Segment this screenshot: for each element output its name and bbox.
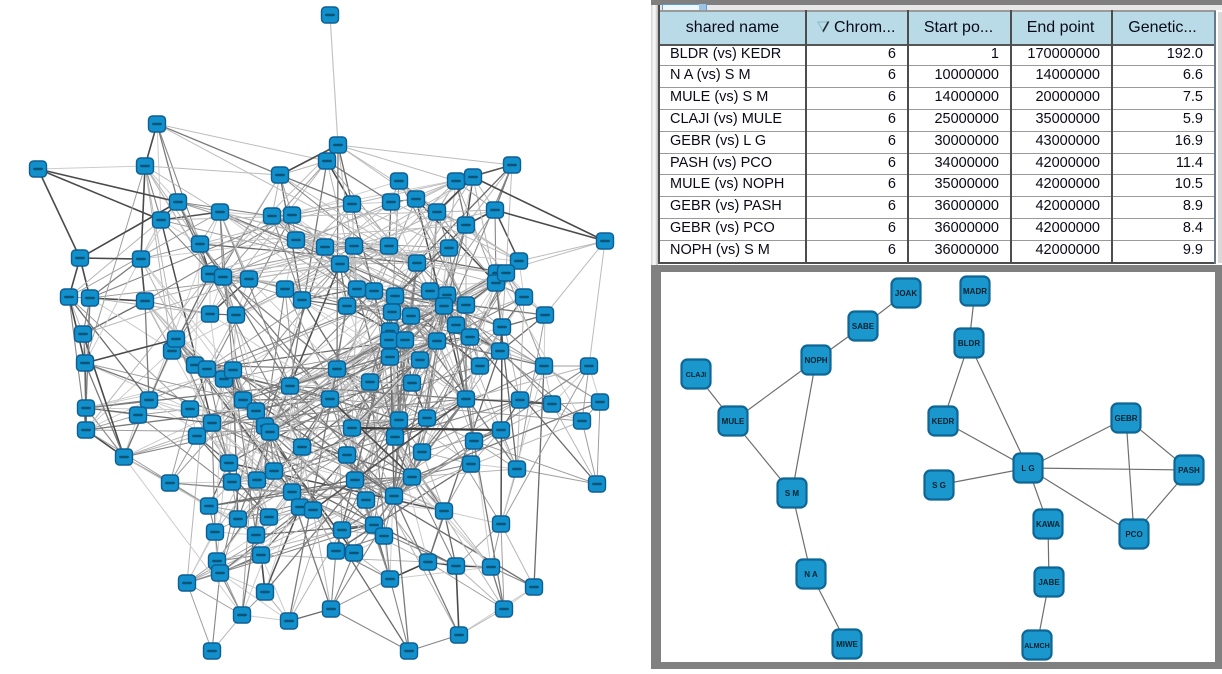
svg-text:SABE: SABE bbox=[852, 322, 875, 331]
svg-text:ALMCH: ALMCH bbox=[1024, 642, 1050, 650]
svg-text:PCO: PCO bbox=[1125, 530, 1142, 539]
svg-text:N A: N A bbox=[804, 570, 818, 579]
svg-text:MIWE: MIWE bbox=[836, 640, 858, 649]
svg-text:S M: S M bbox=[785, 489, 800, 498]
svg-text:NOPH: NOPH bbox=[804, 356, 827, 365]
svg-text:KEDR: KEDR bbox=[932, 417, 955, 426]
svg-text:GEBR: GEBR bbox=[1114, 414, 1137, 423]
svg-text:KAWA: KAWA bbox=[1036, 520, 1060, 529]
svg-text:MULE: MULE bbox=[722, 417, 745, 426]
svg-text:MADR: MADR bbox=[963, 287, 987, 296]
svg-text:BLDR: BLDR bbox=[958, 339, 980, 348]
svg-text:PASH: PASH bbox=[1178, 466, 1200, 475]
svg-text:S G: S G bbox=[932, 481, 946, 490]
svg-text:L G: L G bbox=[1021, 464, 1034, 473]
svg-text:JABE: JABE bbox=[1038, 578, 1060, 587]
svg-text:CLAJI: CLAJI bbox=[686, 371, 707, 379]
svg-text:JOAK: JOAK bbox=[895, 289, 917, 298]
